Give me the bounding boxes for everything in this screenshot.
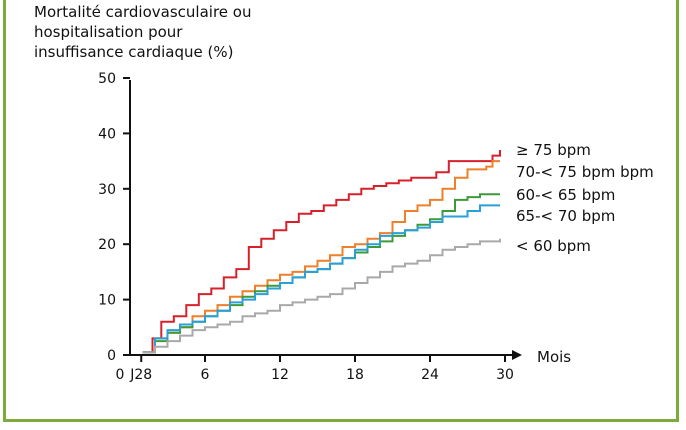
x-tick-label: 24 <box>421 367 439 383</box>
y-tick-label: 50 <box>98 71 116 87</box>
y-tick-label: 20 <box>98 237 116 253</box>
legend-entry: < 60 bpm <box>516 237 591 255</box>
y-ticks: 0 10 20 30 40 50 <box>98 71 130 364</box>
chart-frame <box>3 0 679 422</box>
axes <box>129 80 522 360</box>
x-tick-label: 12 <box>271 367 289 383</box>
x-tick-label: 0 <box>116 367 125 383</box>
legend-entry: ≥ 75 bpm <box>516 141 591 159</box>
series-line <box>142 204 500 354</box>
series-line <box>142 150 501 354</box>
y-tick-label: 40 <box>98 126 116 142</box>
y-tick-label: 10 <box>98 293 116 309</box>
legend: ≥ 75 bpm 70-< 75 bpm bpm 60-< 65 bpm 65-< 7… <box>516 141 654 255</box>
x-tick-label: 18 <box>346 367 364 383</box>
x-tick-label: 30 <box>496 367 514 383</box>
x-axis-arrow <box>512 350 522 360</box>
series-line <box>142 238 501 354</box>
x-tick-label: J28 <box>129 367 152 383</box>
series-line <box>142 160 500 354</box>
series-line <box>142 193 500 354</box>
y-tick-label: 0 <box>107 348 116 364</box>
legend-entry: 70-< 75 bpm bpm <box>516 163 654 181</box>
legend-entry: 60-< 65 bpm <box>516 186 615 204</box>
x-axis-label: Mois <box>537 348 571 366</box>
y-axis-label: Mortalité cardiovasculaire ou hospitalis… <box>34 3 252 61</box>
series-group <box>142 150 501 354</box>
y-tick-label: 30 <box>98 182 116 198</box>
x-tick-label: 6 <box>201 367 210 383</box>
x-ticks: 0 J28 6 12 18 24 30 <box>116 355 514 383</box>
legend-entry: 65-< 70 bpm <box>516 207 615 225</box>
